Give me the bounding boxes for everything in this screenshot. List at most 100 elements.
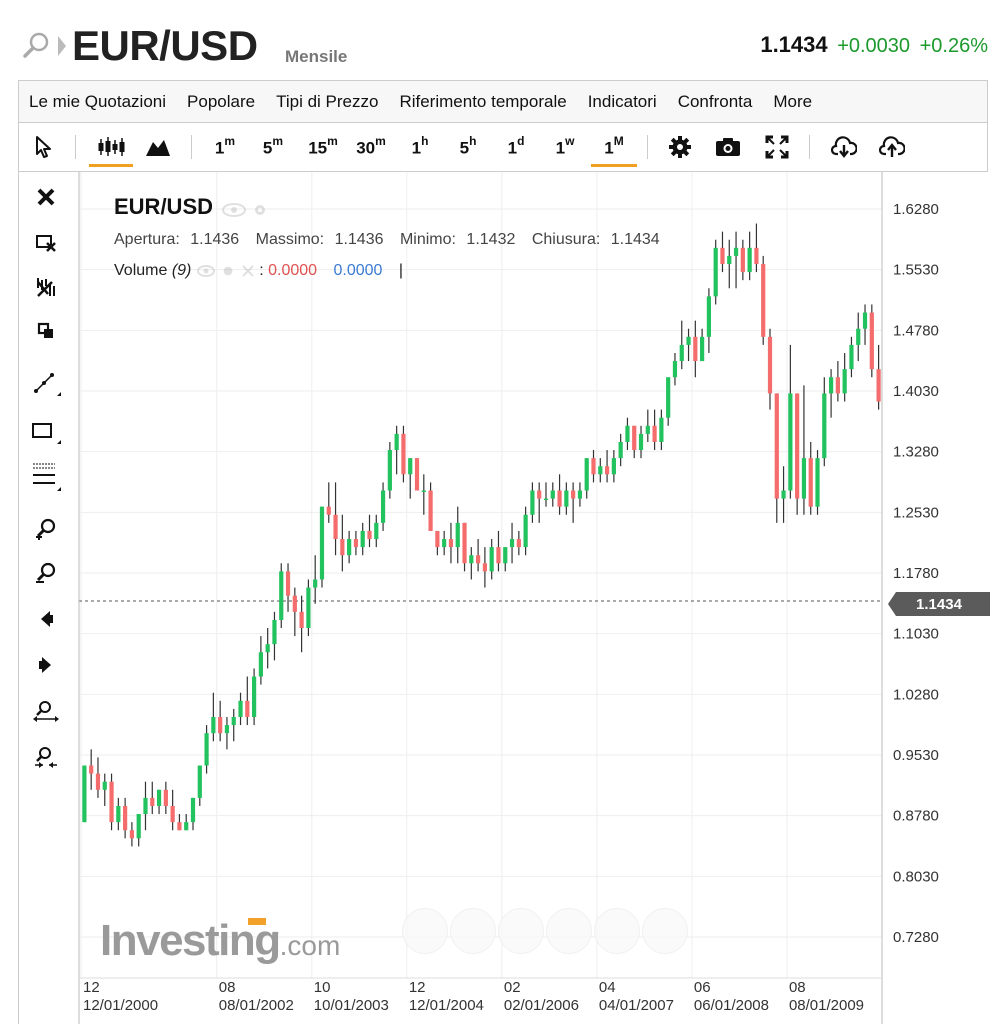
candle bbox=[319, 506, 325, 588]
interval-1h[interactable]: 1h bbox=[411, 133, 429, 158]
nav-scroll-right[interactable] bbox=[642, 908, 688, 954]
interval-30m[interactable]: 30m bbox=[356, 133, 386, 158]
quote: 1.1434 +0.0030 +0.26% bbox=[760, 32, 988, 58]
nav-scroll-left[interactable] bbox=[402, 908, 448, 954]
interval-1d[interactable]: 1d bbox=[507, 133, 525, 158]
candle-body bbox=[482, 563, 487, 572]
zoom-in-tool[interactable] bbox=[31, 514, 61, 544]
candle bbox=[543, 482, 549, 507]
download-button[interactable] bbox=[827, 123, 861, 171]
menu-indicators[interactable]: Indicatori bbox=[587, 91, 657, 111]
candlestick-chart-button[interactable] bbox=[89, 123, 133, 171]
candle bbox=[733, 231, 739, 289]
close-icon[interactable] bbox=[241, 264, 255, 278]
candle bbox=[740, 239, 745, 281]
y-tick-label: 1.3280 bbox=[893, 444, 939, 461]
y-tick-label: 0.8030 bbox=[893, 868, 939, 885]
candle-body bbox=[761, 264, 766, 337]
area-chart-button[interactable] bbox=[141, 123, 175, 171]
candle-body bbox=[394, 433, 399, 451]
menu-my-quotes[interactable]: Le mie Quotazioni bbox=[29, 91, 167, 111]
nav-zoom-in-extent[interactable] bbox=[546, 908, 592, 954]
interval-1w[interactable]: 1w bbox=[555, 133, 575, 158]
candle bbox=[455, 506, 460, 564]
candle-body bbox=[326, 506, 331, 515]
upload-button[interactable] bbox=[875, 123, 909, 171]
candle bbox=[482, 547, 487, 588]
candlestick-icon bbox=[98, 137, 125, 156]
candle bbox=[367, 514, 372, 548]
menu-compare[interactable]: Confronta bbox=[677, 91, 753, 111]
interval-15m[interactable]: 15m bbox=[308, 133, 338, 158]
chevron-right-icon[interactable] bbox=[56, 34, 68, 58]
search-icon[interactable] bbox=[22, 30, 52, 60]
price-chart[interactable]: 1.6280 1.5530 1.4780 1.4030 1.3280 1.2530 1.17… bbox=[0, 172, 1000, 1024]
zoom-out-extent-tool[interactable] bbox=[31, 742, 61, 772]
y-tick-label: 1.4780 bbox=[893, 322, 939, 339]
screenshot-button[interactable] bbox=[711, 123, 745, 171]
menu-price-types[interactable]: Tipi di Prezzo bbox=[276, 91, 379, 111]
candle bbox=[503, 547, 508, 572]
nav-zoom-out-extent[interactable] bbox=[594, 908, 640, 954]
scroll-left-tool[interactable] bbox=[31, 604, 61, 634]
candle-body bbox=[123, 805, 128, 831]
chart-toolbar: 1m 5m 15m 30m 1h 5h 1d 1w 1M bbox=[18, 122, 988, 172]
candle-body bbox=[292, 595, 297, 612]
zoom-in-extent-tool[interactable] bbox=[31, 696, 61, 726]
candle bbox=[489, 539, 494, 580]
settings-gear-icon[interactable] bbox=[252, 202, 268, 218]
interval-1m[interactable]: 1m bbox=[214, 133, 236, 158]
candle bbox=[781, 466, 786, 523]
menu-popular[interactable]: Popolare bbox=[187, 91, 256, 111]
interval-1M[interactable]: 1M bbox=[591, 123, 637, 171]
candle bbox=[611, 450, 616, 483]
interval-5m[interactable]: 5m bbox=[262, 133, 284, 158]
settings-gear-icon[interactable] bbox=[220, 264, 236, 278]
candle bbox=[537, 482, 542, 523]
candle-body bbox=[258, 652, 263, 677]
zoom-out-tool[interactable] bbox=[31, 558, 61, 588]
candle-body bbox=[129, 830, 135, 839]
candle bbox=[442, 530, 447, 556]
y-tick-label: 1.0280 bbox=[893, 686, 939, 703]
nav-zoom-out[interactable] bbox=[498, 908, 544, 954]
cursor-tool[interactable] bbox=[27, 123, 59, 171]
rectangle-tool[interactable] bbox=[31, 416, 61, 446]
eye-icon[interactable] bbox=[221, 202, 247, 218]
y-tick-label: 1.6280 bbox=[893, 201, 939, 218]
candle-body bbox=[584, 458, 589, 491]
candle-body bbox=[143, 797, 148, 815]
menu-time-reference[interactable]: Riferimento temporale bbox=[399, 91, 567, 111]
close-tool[interactable] bbox=[31, 182, 61, 212]
indicators-tool[interactable] bbox=[31, 272, 61, 302]
duplicate-tool[interactable] bbox=[31, 316, 61, 346]
candle bbox=[584, 458, 589, 499]
x-tick-month: 12 bbox=[83, 979, 100, 996]
interval-5h[interactable]: 5h bbox=[459, 133, 477, 158]
x-tick-date: 12/01/2004 bbox=[409, 997, 484, 1014]
nav-zoom-in[interactable] bbox=[450, 908, 496, 954]
x-tick-date: 12/01/2000 bbox=[83, 997, 158, 1014]
settings-gear-icon bbox=[669, 136, 691, 158]
candle-body bbox=[204, 733, 209, 766]
candle-body bbox=[299, 611, 304, 629]
candle-body bbox=[557, 490, 562, 507]
trend-line-tool[interactable] bbox=[31, 368, 61, 398]
fibonacci-tool[interactable] bbox=[31, 462, 61, 492]
fullscreen-button[interactable] bbox=[759, 123, 795, 171]
candle-body bbox=[109, 781, 114, 823]
candle-body bbox=[822, 393, 827, 459]
delete-drawings-tool[interactable] bbox=[31, 228, 61, 258]
candle bbox=[815, 450, 820, 515]
scroll-right-tool[interactable] bbox=[31, 650, 61, 680]
x-tick-date: 02/01/2006 bbox=[504, 997, 579, 1014]
rectangle-icon bbox=[32, 423, 61, 444]
eye-icon[interactable] bbox=[196, 264, 216, 278]
candle-body bbox=[503, 547, 508, 564]
menu-more[interactable]: More bbox=[773, 91, 813, 111]
x-tick-month: 04 bbox=[599, 979, 616, 996]
candle bbox=[618, 433, 623, 467]
candle-body bbox=[455, 522, 460, 548]
candle bbox=[102, 773, 107, 806]
settings-button[interactable] bbox=[663, 123, 697, 171]
